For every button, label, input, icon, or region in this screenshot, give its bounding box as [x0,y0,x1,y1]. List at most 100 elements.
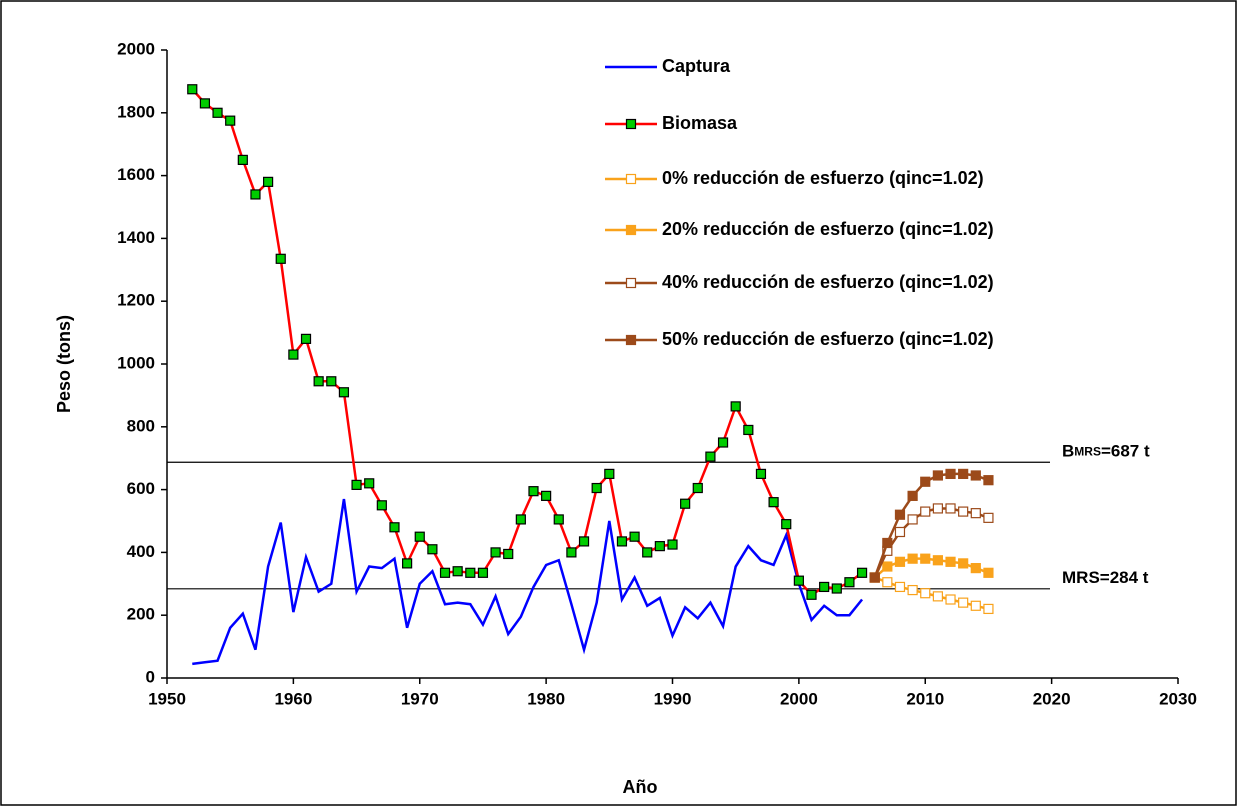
data-point [983,475,994,486]
x-tick-label: 1960 [274,689,312,708]
data-point [932,470,943,481]
data-point [680,498,691,509]
data-point [907,553,918,564]
data-point [920,588,931,599]
data-point [250,189,261,200]
y-tick-label: 200 [127,605,155,624]
legend-marker [625,118,637,130]
data-point [313,376,324,387]
data-point [882,537,893,549]
data-point [945,503,956,514]
data-point [894,509,906,520]
data-point [629,531,640,542]
data-point [604,468,615,479]
data-point [477,567,489,578]
x-tick-label: 2020 [1033,689,1071,708]
y-tick-label: 2000 [117,39,155,58]
data-point [932,503,943,514]
legend-label: 0% reducción de esfuerzo (qinc=1.02) [662,168,984,188]
data-point [578,536,590,547]
data-point [376,500,387,511]
data-point [616,536,628,547]
legend-label: 20% reducción de esfuerzo (qinc=1.02) [662,219,994,239]
y-tick-label: 1800 [117,102,155,121]
data-point [402,558,413,569]
x-tick-label: 1970 [401,689,439,708]
reference-label: MRS=284 t [1062,568,1149,587]
data-point [844,577,855,588]
data-point [515,514,526,525]
reference-label-part: B [1062,442,1074,461]
data-point [237,154,248,165]
data-point [894,581,906,593]
data-point [351,479,362,490]
data-point [225,115,236,126]
data-point [983,603,994,615]
data-point [983,567,994,578]
data-point [743,424,754,436]
data-point [831,583,842,594]
data-point [768,497,779,508]
data-point [920,506,931,517]
series-line [873,557,989,579]
legend-label: 50% reducción de esfuerzo (qinc=1.02) [662,329,994,349]
data-point [275,253,286,264]
series-line [874,576,989,611]
legend-label: Biomasa [662,113,738,133]
data-point [983,512,994,523]
reference-label-part: MRS=284 t [1062,568,1149,587]
data-point [427,544,438,555]
legend-marker [625,224,637,236]
y-tick-label: 1400 [117,228,155,247]
reference-label-part: MRS [1074,444,1101,458]
data-point [970,508,981,519]
data-point [781,519,792,530]
data-point [187,84,198,95]
data-point [414,531,425,542]
data-point [920,476,931,487]
data-point [932,555,943,566]
data-point [692,482,703,494]
data-point [945,556,956,567]
x-tick-label: 2010 [906,689,944,708]
data-point [263,176,274,187]
data-point [970,470,981,481]
data-point [907,490,918,501]
x-tick-label: 1990 [654,689,692,708]
data-point [894,556,906,567]
data-point [958,597,969,608]
y-tick-label: 800 [127,416,155,435]
legend-marker [625,334,637,346]
data-point [566,547,577,558]
data-point [819,581,830,593]
data-point [970,562,981,574]
data-point [920,553,931,564]
data-point [958,558,969,569]
reference-label: BMRS=687 t [1062,442,1150,461]
data-point [452,566,463,577]
x-tick-label: 1980 [527,689,565,708]
data-point [882,577,893,588]
data-point [907,514,918,525]
data-point [856,567,868,578]
data-point [667,539,678,550]
data-point [326,376,337,387]
data-point [591,482,602,494]
data-point [945,594,956,605]
legend-marker [625,173,637,185]
legend-label: Captura [662,56,731,76]
y-tick-label: 1600 [117,165,155,184]
legend-marker [625,277,637,289]
data-point [553,514,564,525]
data-point [465,567,476,578]
data-point [364,478,375,489]
series-line [873,472,989,578]
data-point [869,572,880,583]
y-tick-label: 0 [146,667,155,686]
legend-label: 40% reducción de esfuerzo (qinc=1.02) [662,272,994,292]
data-point [389,522,400,533]
reference-label-part: =687 t [1101,442,1150,461]
data-point [717,437,729,448]
